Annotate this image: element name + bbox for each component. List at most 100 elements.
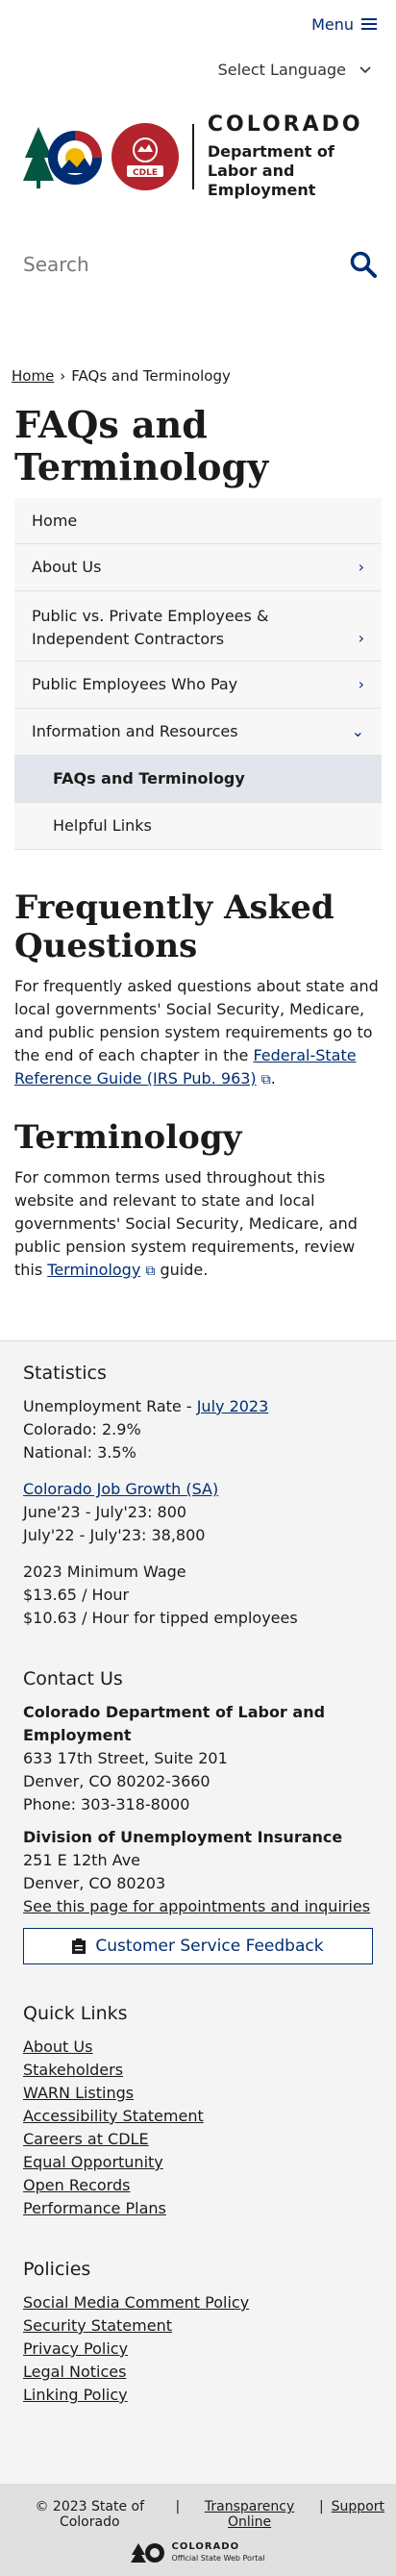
separator: | xyxy=(318,2499,324,2514)
transparency-link[interactable]: Transparency Online xyxy=(204,2499,295,2530)
colorado-logo-icon xyxy=(23,123,102,190)
faq-text-after: . xyxy=(270,1069,276,1088)
separator: | xyxy=(175,2499,181,2514)
cdle-badge-icon: CDLE xyxy=(111,122,179,190)
sidenav-item-label: Home xyxy=(32,511,78,530)
policy-social-media[interactable]: Social Media Comment Policy xyxy=(23,2293,250,2312)
language-selector[interactable]: Select Language xyxy=(0,48,396,91)
logo-colorado: COLORADO xyxy=(207,113,363,137)
quick-links-list: About Us Stakeholders WARN Listings Acce… xyxy=(23,2036,373,2220)
chevron-right-icon: › xyxy=(358,558,364,576)
job-growth-link[interactable]: Colorado Job Growth (SA) xyxy=(23,1480,219,1498)
statistics-heading: Statistics xyxy=(23,1363,107,1384)
policy-privacy[interactable]: Privacy Policy xyxy=(23,2339,129,2358)
portal-line1: COLORADO xyxy=(171,2541,240,2552)
min-wage-heading: 2023 Minimum Wage xyxy=(23,1563,186,1581)
policy-security[interactable]: Security Statement xyxy=(23,2316,172,2335)
cdle-badge-text: CDLE xyxy=(133,168,158,178)
site-logo[interactable]: CDLE COLORADO Department of Labor and Em… xyxy=(0,91,396,221)
sidenav-item-label: Helpful Links xyxy=(53,816,152,835)
faq-paragraph: For frequently asked questions about sta… xyxy=(0,975,396,1091)
policies-heading: Policies xyxy=(23,2259,91,2280)
breadcrumb-home[interactable]: Home xyxy=(12,367,55,385)
sidenav-item-label: FAQs and Terminology xyxy=(53,769,245,788)
job-growth-month: June'23 - July'23: 800 xyxy=(23,1503,187,1521)
feedback-label: Customer Service Feedback xyxy=(95,1937,324,1956)
contact-org1: Colorado Department of Labor and Employm… xyxy=(23,1703,326,1744)
breadcrumb-current: FAQs and Terminology xyxy=(71,367,231,385)
bottom-bar: © 2023 State of Colorado | Transparency … xyxy=(0,2484,396,2576)
faq-text-before: For frequently asked questions about sta… xyxy=(14,977,379,1064)
external-link-icon: ⧉ xyxy=(145,1263,156,1279)
quick-link-equal-opportunity[interactable]: Equal Opportunity xyxy=(23,2153,163,2171)
sidenav-item-home[interactable]: Home xyxy=(14,498,382,544)
colorado-rate: Colorado: 2.9% xyxy=(23,1420,141,1438)
chevron-down-icon xyxy=(359,65,371,73)
menu-button[interactable]: Menu xyxy=(311,15,377,34)
irs-pub-963-link[interactable]: Federal-State Reference Guide (IRS Pub. … xyxy=(14,1046,357,1088)
search-input[interactable] xyxy=(23,253,311,276)
terminology-text-after: guide. xyxy=(155,1261,209,1279)
unemployment-rate: Unemployment Rate - July 2023 xyxy=(23,1395,373,1418)
chevron-right-icon: › xyxy=(358,629,364,647)
job-growth-year: July'22 - July'23: 38,800 xyxy=(23,1526,206,1544)
colorado-portal-icon xyxy=(131,2543,165,2563)
contact-org2: Division of Unemployment Insurance xyxy=(23,1828,343,1846)
policies-list: Social Media Comment Policy Security Sta… xyxy=(23,2291,373,2407)
contact-heading: Contact Us xyxy=(23,1668,123,1689)
search-bar xyxy=(0,221,396,308)
sidenav-item-label: About Us xyxy=(32,558,102,576)
external-link-icon: ⧉ xyxy=(260,1072,271,1088)
quick-link-open-records[interactable]: Open Records xyxy=(23,2176,131,2194)
sidenav-item-information-and-resources[interactable]: Information and Resources ⌄ xyxy=(14,709,382,756)
sidenav-item-label: Public vs. Private Employees & Independe… xyxy=(32,607,269,648)
logo-dept-line1: Department of xyxy=(207,142,334,161)
quick-link-about-us[interactable]: About Us xyxy=(23,2038,93,2056)
sidenav-item-label: Information and Resources xyxy=(32,722,238,740)
sidenav-item-helpful-links[interactable]: Helpful Links xyxy=(14,803,382,850)
terminology-text-before: For common terms used throughout this we… xyxy=(14,1168,358,1279)
clipboard-icon xyxy=(72,1938,87,1954)
terminology-paragraph: For common terms used throughout this we… xyxy=(0,1166,396,1283)
page-title: FAQs and Terminology xyxy=(14,403,269,488)
state-portal-logo[interactable]: COLORADO Official State Web Portal xyxy=(12,2541,384,2564)
appointments-link[interactable]: See this page for appointments and inqui… xyxy=(23,1897,371,1915)
site-footer: Statistics Unemployment Rate - July 2023… xyxy=(0,1340,396,2484)
sidenav-item-faqs-and-terminology[interactable]: FAQs and Terminology xyxy=(14,756,382,803)
sidenav-item-public-employees-who-pay[interactable]: Public Employees Who Pay › xyxy=(14,662,382,709)
faq-heading: Frequently Asked Questions xyxy=(14,888,334,965)
portal-line2: Official State Web Portal xyxy=(171,2554,265,2563)
quick-link-careers[interactable]: Careers at CDLE xyxy=(23,2130,149,2148)
logo-text: COLORADO Department of Labor and Employm… xyxy=(208,113,396,200)
quick-link-accessibility[interactable]: Accessibility Statement xyxy=(23,2107,204,2125)
search-icon[interactable] xyxy=(350,251,377,278)
support-link[interactable]: Support xyxy=(331,2499,384,2514)
breadcrumb: Home › FAQs and Terminology xyxy=(0,308,396,404)
customer-service-feedback-button[interactable]: Customer Service Feedback xyxy=(23,1928,373,1964)
sidenav-item-label: Public Employees Who Pay xyxy=(32,675,238,693)
terminology-link[interactable]: Terminology xyxy=(47,1261,141,1279)
quick-link-stakeholders[interactable]: Stakeholders xyxy=(23,2061,124,2079)
unemployment-label: Unemployment Rate - xyxy=(23,1397,197,1415)
breadcrumb-separator: › xyxy=(60,367,66,385)
policy-linking[interactable]: Linking Policy xyxy=(23,2386,128,2404)
contact-address1: 633 17th Street, Suite 201 xyxy=(23,1749,228,1767)
national-rate: National: 3.5% xyxy=(23,1443,136,1462)
sidenav-item-about-us[interactable]: About Us › xyxy=(14,544,382,591)
logo-divider xyxy=(192,123,194,189)
quick-link-warn-listings[interactable]: WARN Listings xyxy=(23,2084,135,2102)
hamburger-icon xyxy=(361,15,377,33)
terminology-heading: Terminology xyxy=(14,1118,242,1157)
contact-phone1: Phone: 303-318-8000 xyxy=(23,1795,190,1813)
logo-dept-line2: Labor and Employment xyxy=(207,162,316,199)
tipped-wage: $10.63 / Hour for tipped employees xyxy=(23,1609,298,1627)
sidenav-item-public-vs-private[interactable]: Public vs. Private Employees & Independe… xyxy=(14,591,382,662)
quick-link-performance-plans[interactable]: Performance Plans xyxy=(23,2199,166,2217)
side-navigation: Home About Us › Public vs. Private Emplo… xyxy=(14,498,382,850)
chevron-down-icon: ⌄ xyxy=(351,722,364,740)
contact-address2: 251 E 12th Ave xyxy=(23,1851,140,1869)
policy-legal-notices[interactable]: Legal Notices xyxy=(23,2363,127,2381)
copyright: © 2023 State of Colorado xyxy=(35,2499,145,2530)
contact-city1: Denver, CO 80202-3660 xyxy=(23,1772,210,1790)
unemployment-month-link[interactable]: July 2023 xyxy=(196,1397,269,1415)
